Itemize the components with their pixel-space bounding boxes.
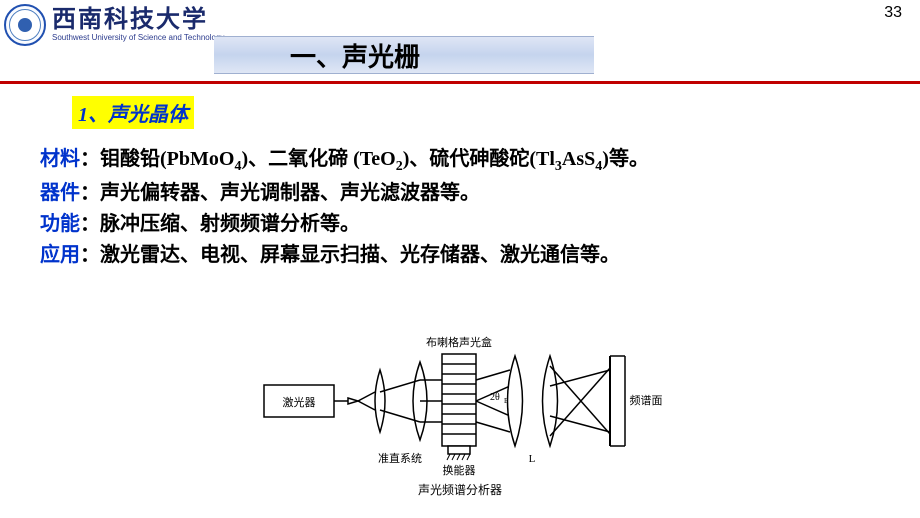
- colon: ：: [80, 148, 100, 170]
- row-label: 功能: [40, 213, 80, 235]
- diagram-label-transducer: 换能器: [443, 463, 476, 477]
- university-logo-icon: [4, 4, 46, 46]
- row-label: 材料: [40, 148, 80, 170]
- row-text: 声光偏转器、声光调制器、声光滤波器等。: [100, 182, 480, 204]
- university-name-cn: 西南科技大学: [52, 7, 224, 33]
- slide-title-bar: 一、声光栅: [214, 36, 594, 74]
- slide-title: 一、声光栅: [290, 37, 420, 74]
- acousto-optic-spectrum-analyzer-diagram: 激光器 准直系统 布喇格声光盒: [230, 300, 690, 500]
- content-row-applications: 应用：激光雷达、电视、屏幕显示扫描、光存储器、激光通信等。: [40, 240, 890, 271]
- row-label: 应用: [40, 244, 80, 266]
- row-text: 钼酸铅(PbMoO4)、二氧化碲 (TeO2)、硫代砷酸砣(Tl3AsS4)等。: [100, 148, 649, 170]
- diagram-label-spectrum-plane: 频谱面: [630, 393, 663, 407]
- colon: ：: [80, 213, 100, 235]
- diagram-label-laser: 激光器: [283, 395, 316, 409]
- page-number: 33: [884, 4, 902, 22]
- section-sub-heading: 1、声光晶体: [72, 96, 194, 129]
- colon: ：: [80, 182, 100, 204]
- diagram-label-bragg-cell: 布喇格声光盒: [426, 335, 492, 349]
- diagram-caption: 声光频谱分析器: [418, 483, 502, 497]
- content-block: 材料：钼酸铅(PbMoO4)、二氧化碲 (TeO2)、硫代砷酸砣(Tl3AsS4…: [40, 144, 890, 271]
- row-text: 脉冲压缩、射频频谱分析等。: [100, 213, 360, 235]
- colon: ：: [80, 244, 100, 266]
- horizontal-rule-red: [0, 81, 920, 84]
- university-name-en: Southwest University of Science and Tech…: [52, 34, 224, 43]
- university-name-block: 西南科技大学 Southwest University of Science a…: [52, 7, 224, 42]
- content-row-devices: 器件：声光偏转器、声光调制器、声光滤波器等。: [40, 178, 890, 209]
- row-text: 激光雷达、电视、屏幕显示扫描、光存储器、激光通信等。: [100, 244, 620, 266]
- content-row-materials: 材料：钼酸铅(PbMoO4)、二氧化碲 (TeO2)、硫代砷酸砣(Tl3AsS4…: [40, 144, 890, 178]
- diagram-label-collimator: 准直系统: [378, 451, 422, 465]
- row-label: 器件: [40, 182, 80, 204]
- content-row-functions: 功能：脉冲压缩、射频频谱分析等。: [40, 209, 890, 240]
- diagram-label-lens: L: [529, 453, 536, 465]
